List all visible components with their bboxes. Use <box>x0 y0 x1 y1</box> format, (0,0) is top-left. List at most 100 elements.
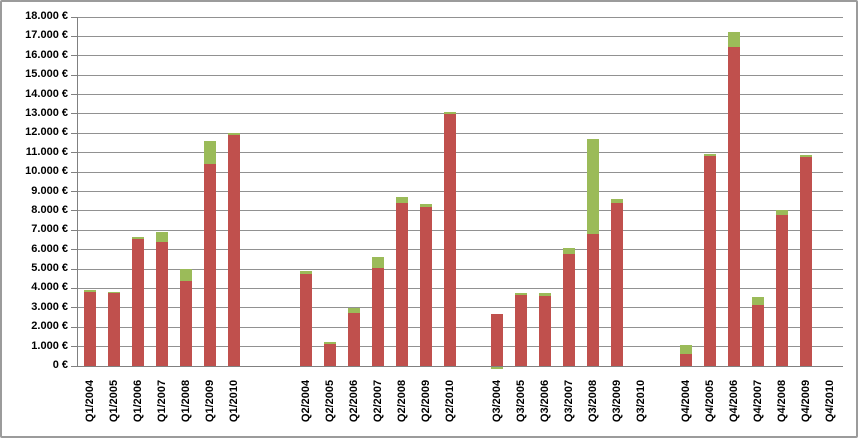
gridline <box>77 113 843 115</box>
y-tick-mark <box>71 249 77 251</box>
y-tick-mark <box>71 191 77 192</box>
bar-segment-red-series-Q3/2009 <box>611 203 623 366</box>
bar-segment-red-series-Q3/2005 <box>515 295 527 366</box>
y-axis-label: 5.000 € <box>31 262 68 275</box>
y-tick-mark <box>71 326 77 328</box>
gridline <box>77 268 843 270</box>
gridline <box>77 55 843 57</box>
bar-segment-green-series-Q4/2009 <box>800 154 812 157</box>
gridline <box>77 171 843 173</box>
gridline <box>77 229 843 231</box>
bar-segment-red-series-Q4/2004 <box>680 354 692 366</box>
y-axis-label: 18.000 € <box>25 10 68 22</box>
bar-segment-green-series-Q1/2009 <box>204 141 216 165</box>
y-tick-mark <box>71 152 77 154</box>
x-axis-label: Q3/2010 <box>634 379 647 423</box>
gridline <box>77 346 843 348</box>
y-tick-mark <box>71 210 77 212</box>
bar-segment-green-series-Q2/2007 <box>372 257 384 269</box>
bar-segment-green-series-Q1/2005 <box>108 291 120 294</box>
bar-segment-green-series-Q1/2010 <box>228 133 240 136</box>
y-axis-label: 2.000 € <box>31 320 68 333</box>
y-axis <box>77 17 78 367</box>
bar-segment-red-series-Q1/2007 <box>156 241 168 366</box>
y-axis-label: 8.000 € <box>31 203 68 216</box>
bar-segment-red-series-Q4/2009 <box>800 156 812 366</box>
gridline <box>77 35 843 37</box>
y-axis-label: 7.000 € <box>31 223 68 236</box>
bar-segment-green-series-Q4/2006 <box>728 31 740 48</box>
x-axis <box>71 365 843 367</box>
y-axis-label: 9.000 € <box>31 184 68 197</box>
gridline <box>77 74 843 76</box>
bar-segment-green-series-Q4/2008 <box>776 209 788 215</box>
bar-segment-red-series-Q1/2005 <box>108 293 120 366</box>
y-tick-mark <box>71 346 77 348</box>
y-tick-mark <box>71 113 77 115</box>
bar-segment-red-series-Q2/2008 <box>396 203 408 366</box>
x-axis-label-wrap: Q4/2010 <box>801 373 856 431</box>
gridline <box>77 94 843 96</box>
y-tick-mark <box>71 171 77 173</box>
y-tick-mark <box>71 35 77 37</box>
y-axis-label: 11.000 € <box>25 145 68 158</box>
bar-segment-green-series-Q3/2009 <box>611 199 623 204</box>
y-tick-mark <box>71 229 77 231</box>
bar-segment-red-series-Q1/2009 <box>204 164 216 366</box>
bar-segment-green-series-Q2/2005 <box>324 342 336 344</box>
bar-segment-red-series-Q4/2008 <box>776 214 788 366</box>
gridline <box>77 307 843 309</box>
bar-segment-red-series-Q2/2006 <box>348 312 360 366</box>
bar-segment-green-series-Q2/2004 <box>300 270 312 274</box>
bar-segment-green-series-Q3/2005 <box>515 293 527 296</box>
bar-segment-green-series-Q3/2004 <box>491 366 503 369</box>
bar-segment-red-series-Q2/2009 <box>420 207 432 366</box>
bar-segment-red-series-Q2/2005 <box>324 343 336 366</box>
y-tick-mark <box>71 55 77 57</box>
y-axis-label: 1.000 € <box>31 339 68 352</box>
bar-segment-green-series-Q2/2009 <box>420 204 432 207</box>
y-tick-mark <box>71 94 77 96</box>
bar-segment-green-series-Q4/2007 <box>752 297 764 305</box>
bar-segment-red-series-Q3/2007 <box>563 253 575 366</box>
gridline <box>77 16 843 18</box>
bar-segment-red-series-Q2/2007 <box>372 268 384 366</box>
y-tick-mark <box>71 132 77 134</box>
gridline <box>77 287 843 289</box>
y-axis-label: 3.000 € <box>31 300 68 313</box>
bar-segment-red-series-Q2/2010 <box>444 113 456 366</box>
bar-segment-red-series-Q1/2004 <box>84 292 96 366</box>
y-axis-label: 6.000 € <box>31 242 68 255</box>
x-axis-label: Q4/2010 <box>823 379 836 423</box>
x-axis-label-wrap: Q1/2010 <box>205 373 263 431</box>
bar-segment-red-series-Q3/2006 <box>539 296 551 366</box>
bar-segment-red-series-Q1/2008 <box>180 280 192 366</box>
bar-segment-red-series-Q2/2004 <box>300 273 312 366</box>
gridline <box>77 191 843 192</box>
bar-segment-green-series-Q2/2006 <box>348 307 360 313</box>
y-axis-label: 15.000 € <box>25 68 68 81</box>
y-axis-label: 17.000 € <box>25 29 68 42</box>
y-axis-label: 4.000 € <box>31 281 68 294</box>
y-tick-mark <box>71 268 77 270</box>
y-axis-label: 10.000 € <box>25 165 68 178</box>
bar-segment-green-series-Q1/2004 <box>84 290 96 293</box>
y-tick-mark <box>71 74 77 76</box>
y-axis-label: 13.000 € <box>25 106 68 119</box>
gridline <box>77 326 843 328</box>
bar-segment-red-series-Q3/2008 <box>587 234 599 366</box>
y-axis-label: 12.000 € <box>25 126 68 139</box>
bar-segment-green-series-Q2/2008 <box>396 197 408 204</box>
bar-segment-red-series-Q1/2010 <box>228 135 240 366</box>
y-axis-label: 16.000 € <box>25 48 68 61</box>
bar-segment-green-series-Q2/2010 <box>444 112 456 114</box>
bar-segment-red-series-Q3/2004 <box>491 313 503 366</box>
bar-segment-green-series-Q1/2006 <box>132 237 144 239</box>
gridline <box>77 132 843 134</box>
y-axis-label: 0 € <box>52 359 68 371</box>
x-axis-label: Q1/2010 <box>227 379 240 423</box>
bar-segment-green-series-Q1/2007 <box>156 232 168 242</box>
x-axis-label: Q2/2010 <box>443 379 456 423</box>
bar-segment-green-series-Q3/2006 <box>539 293 551 297</box>
gridline <box>77 249 843 251</box>
